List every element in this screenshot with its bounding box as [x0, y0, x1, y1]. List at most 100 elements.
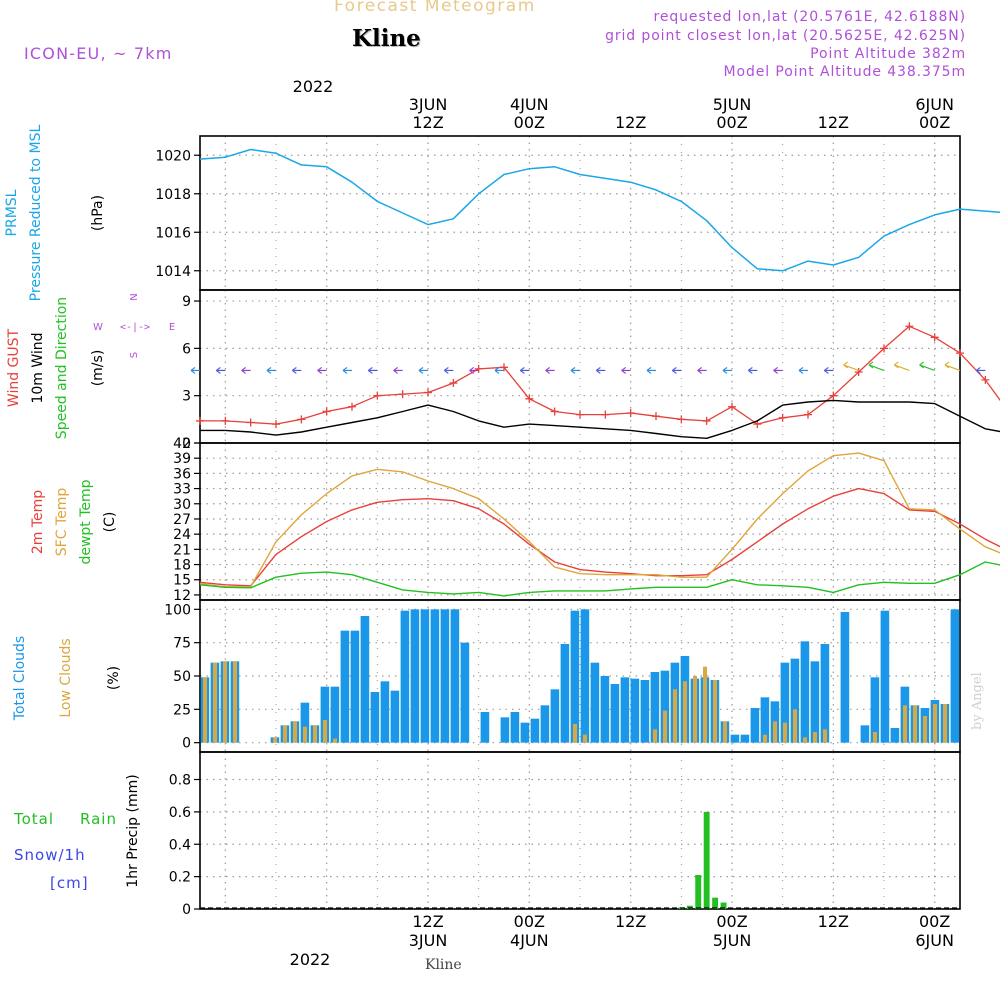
low-cloud-bar: [873, 732, 877, 743]
requested-coords: requested lon,lat (20.5761E, 42.6188N): [653, 9, 966, 25]
ylabel-c: (C): [102, 512, 118, 533]
gust-marker: [829, 391, 838, 400]
total-cloud-bar: [950, 609, 960, 743]
ylabel-sfc-temp: SFC Temp: [54, 488, 70, 557]
low-cloud-bar: [903, 705, 907, 743]
wind-direction-arrow: [868, 364, 885, 372]
rain-bar: [703, 811, 710, 909]
wind-arrowhead: [868, 361, 874, 369]
ytick-label: 1016: [155, 225, 191, 241]
gust-marker: [702, 416, 711, 425]
wind-arrowhead: [317, 366, 323, 374]
gust-marker: [854, 368, 863, 377]
ylabel-gust: Wind GUST: [6, 328, 22, 407]
tsfc-line: [199, 452, 1000, 588]
rain-bar: [720, 902, 727, 909]
ylabel-pct: (%): [106, 666, 122, 690]
ylabel-total-clouds: Total Clouds: [12, 636, 28, 721]
total-cloud-bar: [640, 680, 650, 743]
wind-arrowhead: [621, 366, 627, 374]
gust-marker: [348, 402, 356, 411]
ylabel-direction: Speed and Direction: [54, 297, 70, 439]
total-cloud-bar: [610, 684, 620, 743]
ytick-label: 1018: [155, 187, 191, 203]
low-cloud-bar: [583, 734, 587, 743]
total-cloud-bar: [870, 677, 880, 743]
low-cloud-bar: [693, 676, 697, 743]
bottom-hour-label: 00Z: [514, 912, 545, 931]
wind-arrowhead: [697, 366, 703, 374]
ytick-label: 25: [173, 702, 191, 718]
total-cloud-bar: [400, 610, 410, 743]
total-cloud-bar: [420, 609, 430, 743]
gust-marker: [297, 415, 306, 424]
ylabel-prmsl: PRMSL: [4, 189, 20, 236]
total-cloud-bar: [340, 630, 350, 743]
low-cloud-bar: [293, 721, 297, 743]
low-cloud-bar: [803, 737, 807, 743]
gust-marker: [880, 344, 888, 353]
wind-arrowhead: [291, 366, 297, 374]
gust-marker: [424, 388, 432, 397]
ytick-label: 6: [182, 341, 191, 357]
total-cloud-bar: [510, 712, 520, 743]
bottom-hour-label: 12Z: [412, 912, 443, 931]
total-cloud-bar: [810, 661, 820, 743]
compass-cross: <-|->: [120, 322, 150, 333]
wind-direction-arrow: [944, 364, 961, 372]
gust-marker: [576, 410, 584, 419]
wind-arrowhead: [418, 366, 424, 374]
wind-arrowhead: [747, 366, 753, 374]
bottom-day-label: 3JUN: [409, 931, 448, 950]
wind-arrowhead: [975, 366, 981, 374]
wind-arrowhead: [823, 366, 829, 374]
ytick-label: 24: [173, 527, 191, 543]
wind-arrowhead: [570, 366, 576, 374]
ytick-label: 18: [173, 558, 191, 574]
wind-direction-arrow: [894, 364, 910, 372]
compass-s: S: [129, 352, 140, 358]
ytick-label: 1020: [155, 148, 191, 164]
low-cloud-bar: [213, 662, 217, 743]
ytick-label: 15: [173, 573, 191, 589]
dewpt-line: [199, 561, 1000, 597]
total-cloud-bar: [760, 697, 770, 743]
ytick-label: 12: [173, 588, 191, 604]
legend-rain: Rain: [80, 810, 117, 828]
low-cloud-bar: [773, 721, 777, 743]
wind-arrowhead: [367, 366, 373, 374]
top-hour-label: 12Z: [615, 113, 646, 132]
ytick-label: 9: [182, 294, 191, 310]
total-cloud-bar: [450, 609, 460, 743]
gust-marker: [398, 390, 407, 399]
panel-frame-pressure: [199, 135, 961, 291]
wind-arrowhead: [893, 361, 899, 369]
top-hour-label: 12Z: [412, 113, 443, 132]
low-cloud-bar: [763, 734, 767, 743]
low-cloud-bar: [203, 677, 207, 743]
rain-bar: [686, 905, 693, 909]
wind-direction-arrow: [919, 364, 935, 372]
ytick-label: 0.6: [169, 805, 191, 821]
bottom-year-label: 2022: [290, 950, 331, 969]
total-cloud-bar: [530, 718, 540, 743]
low-cloud-bar: [283, 725, 287, 743]
gust-marker: [246, 418, 255, 427]
panel-frame-precip: [199, 751, 961, 910]
bottom-hour-label: 12Z: [818, 912, 849, 931]
total-cloud-bar: [620, 677, 630, 743]
total-cloud-bar: [860, 725, 870, 743]
ylabel-pressure: Pressure Reduced to MSL: [28, 124, 44, 301]
total-cloud-bar: [790, 658, 800, 743]
ytick-label: 1014: [155, 264, 191, 280]
total-cloud-bar: [440, 609, 450, 743]
gust-marker: [981, 375, 990, 384]
compass-n: N: [129, 293, 140, 300]
wind-arrowhead: [919, 361, 924, 369]
footer-location: Kline: [425, 957, 462, 973]
wind-arrowhead: [595, 366, 601, 374]
total-cloud-bar: [780, 662, 790, 743]
low-cloud-bar: [823, 729, 827, 743]
total-cloud-bar: [740, 734, 750, 743]
